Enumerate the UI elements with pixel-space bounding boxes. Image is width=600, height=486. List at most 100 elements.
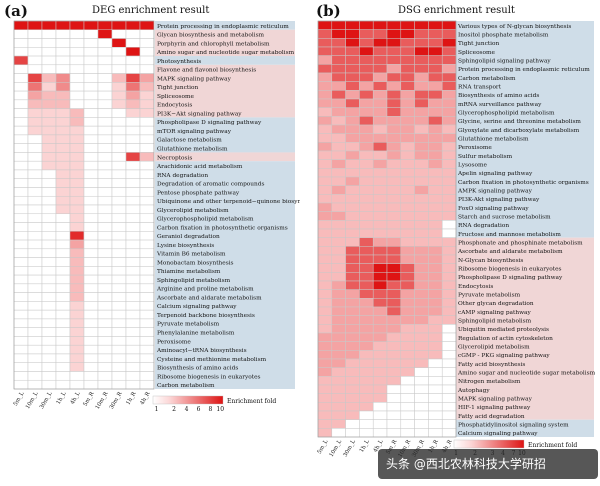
column-label: 30m_L	[39, 391, 54, 410]
heat-cell	[111, 38, 127, 48]
heat-cell	[414, 358, 429, 368]
heat-cell	[139, 222, 155, 232]
heat-cell	[428, 237, 443, 247]
heat-cell	[97, 371, 113, 381]
heat-cell	[317, 298, 333, 308]
heat-cell	[428, 20, 443, 30]
heat-cell	[41, 73, 57, 83]
heat-cell	[55, 222, 71, 232]
heat-cell	[345, 90, 360, 100]
heat-cell	[428, 332, 443, 342]
pathway-label: Fatty acid degradation	[458, 414, 525, 420]
heat-cell	[97, 266, 113, 276]
heat-cell	[317, 168, 333, 178]
heat-cell	[125, 99, 141, 109]
heat-cell	[400, 194, 415, 204]
heat-cell	[139, 38, 155, 48]
heat-cell	[13, 327, 29, 337]
heat-cell	[441, 64, 457, 74]
column-label: 30m_R	[109, 390, 124, 410]
heat-cell	[400, 98, 415, 108]
heat-cell	[331, 194, 346, 204]
heat-cell	[428, 428, 443, 438]
column-label: 5m_R	[83, 390, 96, 407]
heat-cell	[441, 194, 457, 204]
heat-cell	[139, 20, 155, 31]
heat-cell	[139, 213, 155, 223]
heat-cell	[428, 315, 443, 325]
heat-cell	[386, 124, 402, 134]
heat-cell	[111, 231, 127, 241]
heat-cell	[331, 332, 346, 342]
heat-cell	[27, 143, 43, 153]
heat-cell	[13, 134, 29, 144]
heat-cell	[400, 332, 415, 342]
heat-cell	[13, 318, 29, 328]
heat-cell	[83, 283, 99, 293]
heat-cell	[386, 159, 402, 169]
heat-cell	[83, 143, 99, 153]
heat-cell	[41, 266, 57, 276]
heat-cell	[359, 116, 374, 126]
heat-cell	[139, 152, 155, 162]
heat-cell	[414, 410, 429, 420]
heat-cell	[345, 289, 360, 299]
heat-cell	[111, 327, 127, 337]
heat-cell	[139, 204, 155, 215]
heat-cell	[111, 195, 127, 206]
heat-cell	[69, 38, 85, 48]
heat-cell	[125, 169, 141, 179]
heat-cell	[331, 324, 346, 334]
heat-cell	[428, 367, 443, 377]
heat-cell	[97, 204, 113, 215]
heat-cell	[317, 194, 333, 204]
heat-cell	[55, 38, 71, 48]
heat-cell	[125, 274, 141, 285]
pathway-label: Photosynthesis	[157, 59, 201, 65]
heat-cell	[372, 202, 388, 212]
heat-cell	[55, 152, 71, 162]
heat-cell	[317, 410, 333, 420]
heat-cell	[111, 20, 127, 31]
heat-cell	[139, 82, 155, 92]
heat-cell	[55, 108, 71, 118]
heat-cell	[41, 117, 57, 127]
heat-cell	[317, 289, 333, 299]
heat-cell	[372, 124, 388, 134]
heat-cell	[13, 239, 29, 250]
heat-cell	[400, 410, 415, 420]
heat-cell	[139, 353, 155, 363]
heat-cell	[372, 350, 388, 360]
heat-cell	[55, 55, 71, 66]
heat-cell	[97, 29, 113, 39]
heat-cell	[317, 237, 333, 247]
heat-cell	[13, 309, 29, 320]
heat-cell	[317, 315, 333, 325]
heat-cell	[125, 64, 141, 74]
heat-cell	[139, 99, 155, 109]
heat-cell	[428, 98, 443, 108]
heat-cell	[125, 379, 141, 390]
heat-cell	[125, 353, 141, 363]
pathway-label: Ubiquinone and other terpenoid−quinone b…	[157, 199, 300, 205]
heat-cell	[69, 55, 85, 66]
heat-cell	[386, 46, 402, 56]
heat-cell	[441, 393, 457, 403]
heat-cell	[372, 315, 388, 325]
pathway-label: Ribosome biogenesis in eukaryotes	[458, 266, 562, 272]
pathway-label: Regulation of actin cytoskeleton	[458, 336, 553, 342]
pathway-label: Ascorbate and aldarate metabolism	[457, 249, 563, 255]
heat-cell	[111, 266, 127, 276]
heat-cell	[345, 341, 360, 351]
heat-cell	[125, 125, 141, 136]
heat-cell	[372, 90, 388, 100]
heat-cell	[386, 142, 402, 152]
heat-cell	[331, 107, 346, 117]
heat-cell	[331, 341, 346, 351]
heat-cell	[69, 20, 85, 31]
heat-cell	[359, 315, 374, 325]
heat-cell	[359, 289, 374, 299]
heat-cell	[428, 272, 443, 282]
heat-cell	[400, 107, 415, 117]
heat-cell	[27, 283, 43, 293]
